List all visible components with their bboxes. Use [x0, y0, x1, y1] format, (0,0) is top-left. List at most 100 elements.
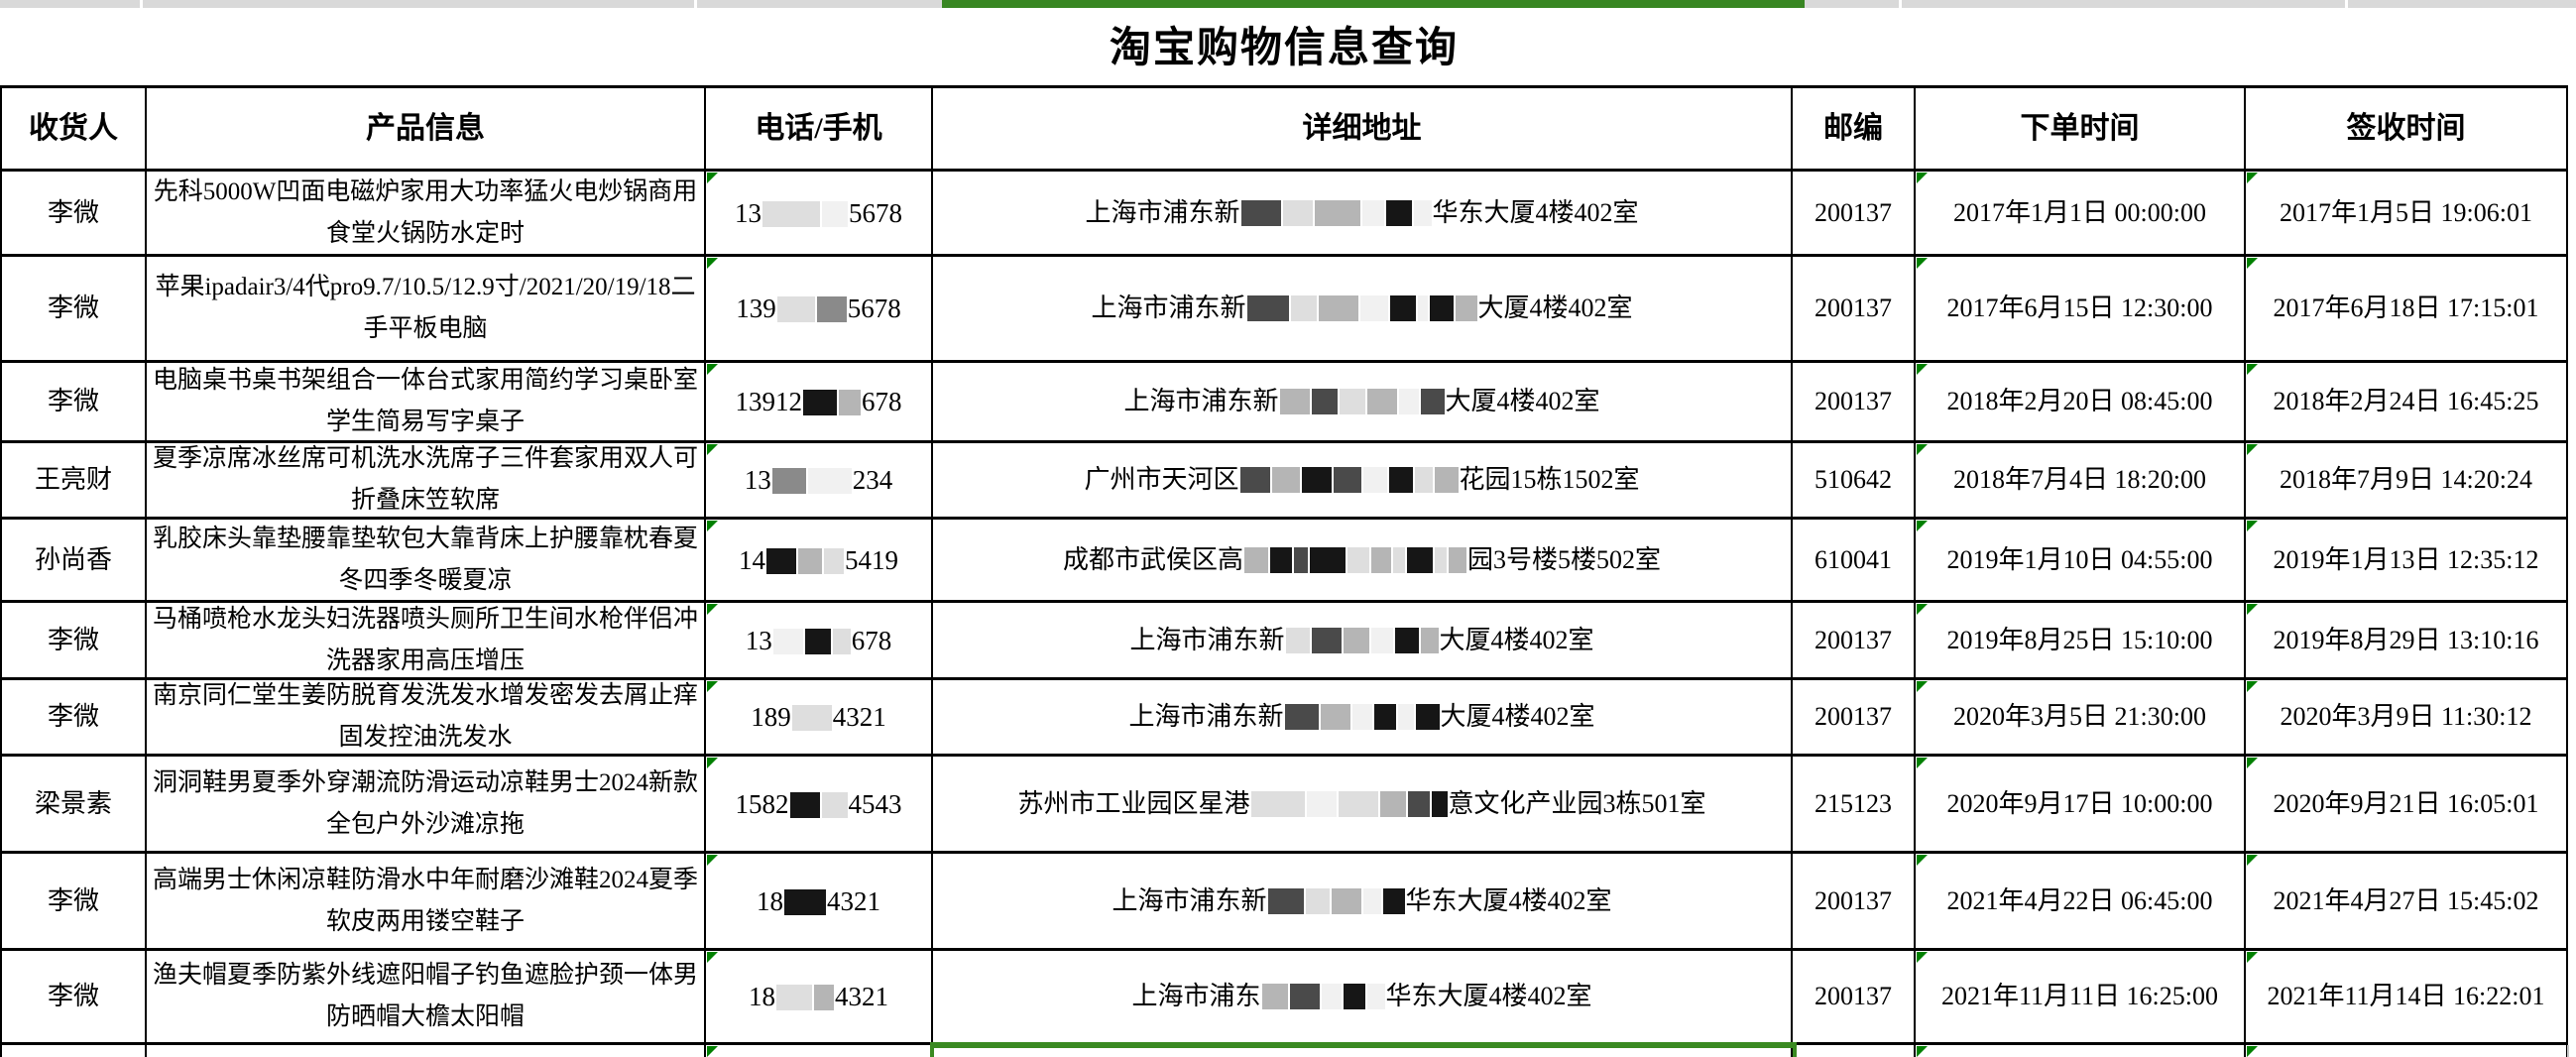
address-cell[interactable]: 上海市浦东 华东大厦4楼402室 — [933, 951, 1793, 1042]
cell-error-triangle-icon — [707, 173, 718, 183]
sign-time-cell[interactable]: 2017年6月18日 17:15:01 — [2246, 257, 2568, 360]
address-cell[interactable]: 上海市浦东新 华东大厦4楼402室 — [933, 854, 1793, 948]
order-time-cell[interactable]: 2021年11月11日 16:25:00 — [1916, 951, 2246, 1042]
sign-time-cell[interactable]: 2020年9月21日 16:05:01 — [2246, 757, 2568, 851]
recipient-cell[interactable]: 孙尚香 — [0, 520, 147, 600]
recipient-cell[interactable]: 李微 — [0, 363, 147, 440]
phone-cell[interactable]: 14 5419 — [706, 520, 933, 600]
recipient-cell[interactable]: 李微 — [0, 257, 147, 360]
zip-cell[interactable] — [1793, 1045, 1916, 1057]
phone-cell[interactable]: 13 678 — [706, 603, 933, 677]
redaction-block — [1415, 704, 1440, 730]
product-cell[interactable]: 南京同仁堂生姜防脱育发洗发水增发密发去屑止痒固发控油洗发水 — [147, 680, 706, 754]
phone-cell[interactable]: 13 234 — [706, 443, 933, 517]
address-cell[interactable] — [933, 1045, 1793, 1057]
product-cell[interactable]: 马桶喷枪水龙头妇洗器喷头厕所卫生间水枪伴侣冲洗器家用高压增压 — [147, 603, 706, 677]
product-cell[interactable]: 洞洞鞋男夏季外穿潮流防滑运动凉鞋男士2024新款全包户外沙滩凉拖 — [147, 757, 706, 851]
recipient-cell[interactable]: 李微 — [0, 172, 147, 254]
phone-cell[interactable]: 13912 678 — [706, 363, 933, 440]
order-time-cell[interactable]: 2020年3月5日 21:30:00 — [1916, 680, 2246, 754]
header-zip[interactable]: 邮编 — [1793, 88, 1916, 169]
sign-time-cell[interactable]: 2018年7月9日 14:20:24 — [2246, 443, 2568, 517]
recipient-cell[interactable]: 李微 — [0, 603, 147, 677]
product-cell[interactable]: 苹果ipadair3/4代pro9.7/10.5/12.9寸/2021/20/1… — [147, 257, 706, 360]
address-cell[interactable]: 苏州市工业园区星港 意文化产业园3栋501室 — [933, 757, 1793, 851]
product-cell[interactable]: 夏季凉席冰丝席可机洗水洗席子三件套家用双人可折叠床笠软席 — [147, 443, 706, 517]
redaction-block — [771, 468, 806, 494]
sign-time-cell[interactable]: 2021年11月14日 16:22:01 — [2246, 951, 2568, 1042]
header-order-time[interactable]: 下单时间 — [1916, 88, 2246, 169]
cell-error-triangle-icon — [707, 1046, 718, 1057]
zip-cell[interactable]: 200137 — [1793, 363, 1916, 440]
phone-cell[interactable]: 18 4321 — [706, 854, 933, 948]
zip-cell[interactable]: 200137 — [1793, 951, 1916, 1042]
recipient-cell[interactable]: 李微 — [0, 854, 147, 948]
product-cell[interactable]: 先科5000W凹面电磁炉家用大功率猛火电炒锅商用食堂火锅防水定时 — [147, 172, 706, 254]
phone-value: 13912 678 — [735, 387, 902, 416]
sign-time-cell[interactable]: 2021年4月27日 15:45:02 — [2246, 854, 2568, 948]
redaction-block — [1414, 467, 1433, 493]
sign-time-cell[interactable]: 2017年1月5日 19:06:01 — [2246, 172, 2568, 254]
phone-cell[interactable]: 189 4321 — [706, 680, 933, 754]
recipient-cell[interactable]: 王亮财 — [0, 443, 147, 517]
order-time-cell[interactable]: 2020年9月17日 10:00:00 — [1916, 757, 2246, 851]
zip-cell[interactable]: 610041 — [1793, 520, 1916, 600]
order-time-cell[interactable]: 2017年6月15日 12:30:00 — [1916, 257, 2246, 360]
product-cell[interactable]: 乳胶床头靠垫腰靠垫软包大靠背床上护腰靠枕春夏冬四季冬暖夏凉 — [147, 520, 706, 600]
product-cell[interactable]: 渔夫帽夏季防紫外线遮阳帽子钓鱼遮脸护颈一体男防晒帽大檐太阳帽 — [147, 951, 706, 1042]
redaction-block — [1398, 389, 1419, 414]
table-row: 李微 渔夫帽夏季防紫外线遮阳帽子钓鱼遮脸护颈一体男防晒帽大檐太阳帽 18 4321… — [0, 951, 2568, 1045]
sign-time-cell[interactable]: 2020年3月9日 11:30:12 — [2246, 680, 2568, 754]
zip-cell[interactable]: 200137 — [1793, 854, 1916, 948]
phone-cell[interactable]: 1582 4543 — [706, 757, 933, 851]
sign-time-cell[interactable] — [2246, 1045, 2568, 1057]
zip-cell[interactable]: 200137 — [1793, 172, 1916, 254]
redaction-block — [1371, 546, 1391, 573]
order-time-cell[interactable] — [1916, 1045, 2246, 1057]
order-time-cell[interactable]: 2019年1月10日 04:55:00 — [1916, 520, 2246, 600]
recipient-cell[interactable]: 李微 — [0, 680, 147, 754]
sign-time-cell[interactable]: 2019年1月13日 12:35:12 — [2246, 520, 2568, 600]
redaction-block — [1301, 467, 1332, 493]
header-product[interactable]: 产品信息 — [147, 88, 706, 169]
recipient-cell[interactable] — [0, 1045, 147, 1057]
phone-cell[interactable]: 139 5678 — [706, 257, 933, 360]
redaction-block — [791, 705, 832, 731]
order-time-cell[interactable]: 2017年1月1日 00:00:00 — [1916, 172, 2246, 254]
zip-cell[interactable]: 200137 — [1793, 257, 1916, 360]
header-phone[interactable]: 电话/手机 — [706, 88, 933, 169]
sign-time-cell[interactable]: 2018年2月24日 16:45:25 — [2246, 363, 2568, 440]
product-cell[interactable]: 电脑桌书桌书架组合一体台式家用简约学习桌卧室学生简易写字桌子 — [147, 363, 706, 440]
order-time-cell[interactable]: 2018年2月20日 08:45:00 — [1916, 363, 2246, 440]
redaction-block — [1267, 887, 1304, 914]
order-time-cell[interactable]: 2018年7月4日 18:20:00 — [1916, 443, 2246, 517]
order-time-cell[interactable]: 2021年4月22日 06:45:00 — [1916, 854, 2246, 948]
address-cell[interactable]: 上海市浦东新 大厦4楼402室 — [933, 363, 1793, 440]
address-cell[interactable]: 上海市浦东新 大厦4楼402室 — [933, 680, 1793, 754]
redaction-block — [1435, 546, 1447, 573]
phone-cell[interactable]: 18 4321 — [706, 951, 933, 1042]
zip-cell[interactable]: 200137 — [1793, 603, 1916, 677]
zip-cell[interactable]: 215123 — [1793, 757, 1916, 851]
zip-cell[interactable]: 510642 — [1793, 443, 1916, 517]
address-cell[interactable]: 上海市浦东新 大厦4楼402室 — [933, 603, 1793, 677]
redaction-block — [1417, 295, 1428, 321]
sign-time-cell[interactable]: 2019年8月29日 13:10:16 — [2246, 603, 2568, 677]
address-cell[interactable]: 广州市天河区 花园15栋1502室 — [933, 443, 1793, 517]
header-recipient[interactable]: 收货人 — [0, 88, 147, 169]
redaction-block — [1388, 467, 1413, 493]
address-cell[interactable]: 上海市浦东新 华东大厦4楼402室 — [933, 172, 1793, 254]
header-sign-time[interactable]: 签收时间 — [2246, 88, 2568, 169]
product-cell[interactable]: 高端男士休闲凉鞋防滑水中年耐磨沙滩鞋2024夏季软皮两用镂空鞋子 — [147, 854, 706, 948]
phone-cell[interactable]: 13 5678 — [706, 172, 933, 254]
product-cell[interactable] — [147, 1045, 706, 1057]
order-time-cell[interactable]: 2019年8月25日 15:10:00 — [1916, 603, 2246, 677]
recipient-cell[interactable]: 李微 — [0, 951, 147, 1042]
header-address[interactable]: 详细地址 — [933, 88, 1793, 169]
phone-cell[interactable] — [706, 1045, 933, 1057]
address-cell[interactable]: 成都市武侯区高 园3号楼5楼502室 — [933, 520, 1793, 600]
zip-cell[interactable]: 200137 — [1793, 680, 1916, 754]
redaction-block — [824, 547, 844, 574]
recipient-cell[interactable]: 梁景素 — [0, 757, 147, 851]
address-cell[interactable]: 上海市浦东新 大厦4楼402室 — [933, 257, 1793, 360]
